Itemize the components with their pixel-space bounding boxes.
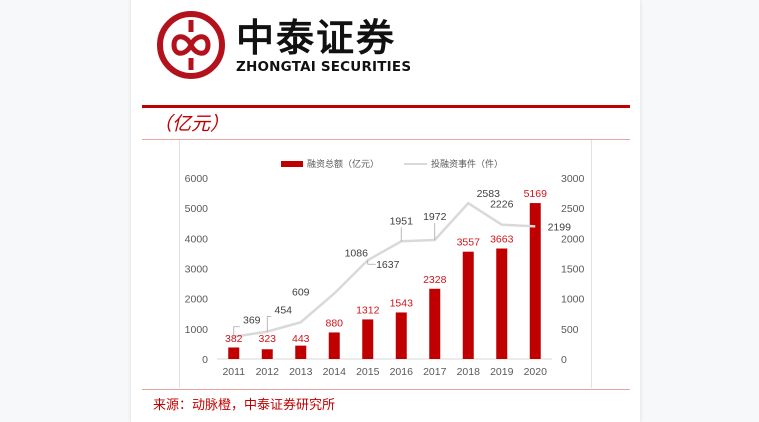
logo-english-text: ZHONGTAI SECURITIES [236, 59, 412, 75]
logo-chinese-text: 中泰证券 [236, 16, 397, 60]
chart-frame [179, 140, 592, 388]
report-page: 中泰证券 ZHONGTAI SECURITIES （亿元） 来源：动脉橙，中泰证… [131, 0, 640, 422]
unit-label: （亿元） [153, 113, 230, 135]
zhongtai-emblem-icon [157, 11, 225, 79]
source-note: 来源：动脉橙，中泰证券研究所 [153, 398, 336, 413]
zhongtai-logo: 中泰证券 ZHONGTAI SECURITIES [156, 10, 426, 80]
chart-bottom-rule [142, 389, 630, 390]
section-divider [142, 105, 630, 108]
chart-top-rule [142, 139, 630, 140]
